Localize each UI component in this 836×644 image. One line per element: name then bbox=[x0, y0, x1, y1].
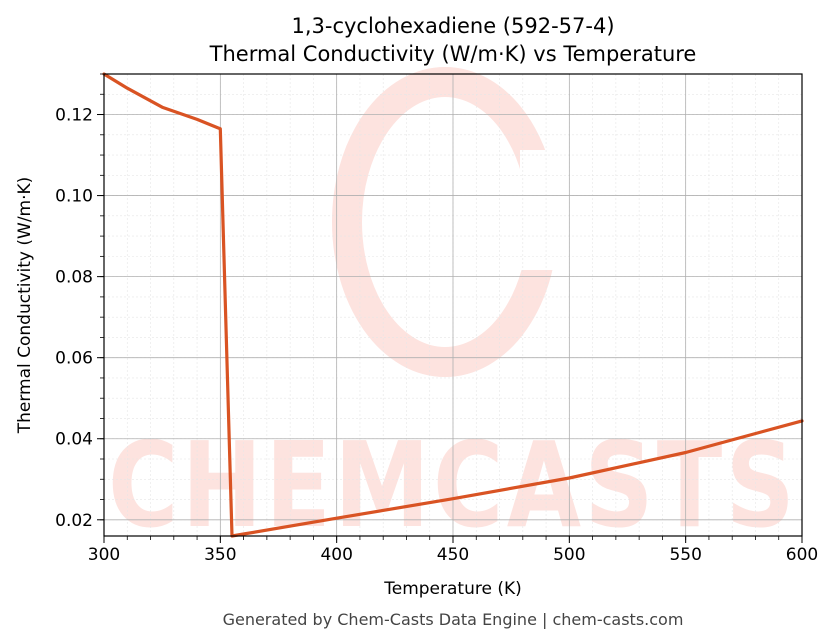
y-axis-label: Thermal Conductivity (W/m·K) bbox=[15, 177, 35, 435]
x-tick-label: 450 bbox=[437, 545, 469, 565]
x-tick-label: 500 bbox=[553, 545, 585, 565]
x-axis: 300 350 400 450 500 550 600 bbox=[88, 536, 818, 565]
y-tick-label: 0.12 bbox=[55, 106, 93, 126]
x-axis-label: Temperature (K) bbox=[383, 579, 522, 599]
x-tick-label: 550 bbox=[669, 545, 701, 565]
y-tick-label: 0.06 bbox=[55, 349, 93, 369]
y-tick-label: 0.10 bbox=[55, 187, 93, 207]
y-tick-label: 0.08 bbox=[55, 268, 93, 288]
y-tick-label: 0.04 bbox=[55, 430, 93, 450]
plot-area: CHEMCASTS bbox=[102, 67, 804, 554]
chart-title-line1: 1,3-cyclohexadiene (592-57-4) bbox=[291, 14, 614, 38]
x-tick-label: 600 bbox=[786, 545, 818, 565]
y-tick-label: 0.02 bbox=[55, 511, 93, 531]
x-tick-label: 350 bbox=[204, 545, 236, 565]
chart-title-line2: Thermal Conductivity (W/m·K) vs Temperat… bbox=[209, 42, 697, 66]
x-tick-label: 300 bbox=[88, 545, 120, 565]
x-tick-label: 400 bbox=[320, 545, 352, 565]
footer-credit: Generated by Chem-Casts Data Engine | ch… bbox=[223, 610, 684, 629]
y-axis: 0.02 0.04 0.06 0.08 0.10 0.12 bbox=[55, 73, 104, 531]
watermark-logo-gap bbox=[520, 150, 590, 270]
